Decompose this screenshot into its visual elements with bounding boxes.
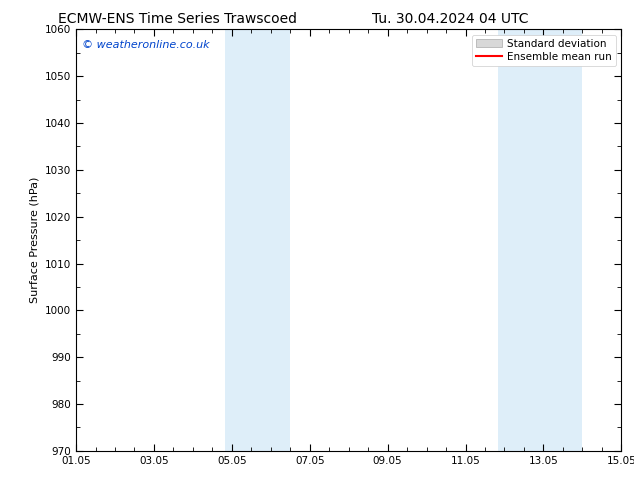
Legend: Standard deviation, Ensemble mean run: Standard deviation, Ensemble mean run bbox=[472, 35, 616, 66]
Title: ECMW-ENS Time Series Trawscoed    Tu. 30.04.2024 04 UTC: ECMW-ENS Time Series Trawscoed Tu. 30.04… bbox=[0, 489, 1, 490]
Y-axis label: Surface Pressure (hPa): Surface Pressure (hPa) bbox=[29, 177, 39, 303]
Text: ECMW-ENS Time Series Trawscoed: ECMW-ENS Time Series Trawscoed bbox=[58, 12, 297, 26]
Bar bbox=[225, 29, 290, 451]
Text: Tu. 30.04.2024 04 UTC: Tu. 30.04.2024 04 UTC bbox=[372, 12, 528, 26]
Text: © weatheronline.co.uk: © weatheronline.co.uk bbox=[82, 40, 209, 50]
Bar bbox=[498, 29, 583, 451]
